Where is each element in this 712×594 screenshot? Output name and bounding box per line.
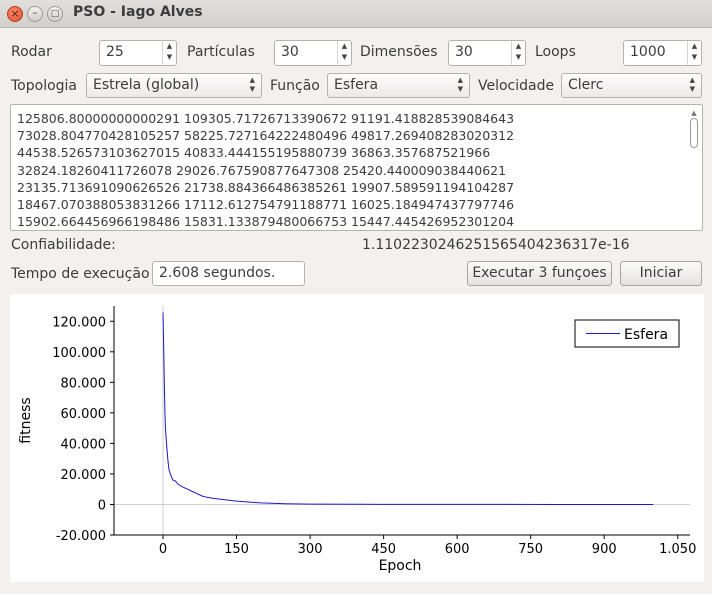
x-tick-label: 150 (224, 542, 249, 557)
spin-arrows-icon[interactable]: ▲ ▼ (162, 41, 176, 65)
x-tick-label: 300 (298, 542, 323, 557)
chevron-updown-icon: ▲ ▼ (457, 76, 463, 93)
x-tick-label: 0 (159, 542, 167, 557)
y-tick-label: 80.000 (61, 376, 107, 391)
output-line: 23135.713691090626526 21738.884366486385… (17, 179, 515, 195)
chevron-updown-icon: ▲ ▼ (249, 76, 255, 93)
loops-label: Loops (535, 44, 576, 60)
iniciar-button[interactable]: Iniciar (620, 261, 702, 286)
minimize-window-button[interactable]: – (27, 6, 43, 22)
output-line: 73028.804770428105257 58225.727164222480… (17, 128, 515, 144)
tempo-field[interactable]: 2.608 segundos. (152, 261, 305, 286)
executar-button[interactable]: Executar 3 funçoes (467, 261, 612, 286)
funcao-label: Função (270, 78, 320, 94)
particulas-label: Partículas (187, 44, 255, 60)
spin-arrows-icon[interactable]: ▲ ▼ (687, 41, 701, 65)
y-tick-label: 40.000 (61, 437, 107, 452)
x-tick-label: 900 (592, 542, 617, 557)
maximize-window-button[interactable]: □ (47, 6, 63, 22)
legend-label: Esfera (624, 327, 668, 343)
loops-spinbox[interactable]: 1000 ▲ ▼ (623, 40, 702, 66)
x-axis-label: Epoch (379, 558, 422, 574)
x-tick-label: 1.050 (659, 542, 696, 557)
y-tick-label: 20.000 (61, 468, 107, 483)
funcao-select[interactable]: Esfera ▲ ▼ (327, 73, 470, 98)
fitness-chart: 0 150 300 450 600 750 900 1.050 -20.000 0 20.000 40… (10, 294, 704, 582)
dimensoes-spinbox[interactable]: 30 ▲ ▼ (448, 40, 526, 66)
y-tick-label: 120.000 (52, 315, 106, 330)
chart-svg: 0 150 300 450 600 750 900 1.050 -20.000 0 20.000 40… (18, 306, 696, 574)
close-window-button[interactable]: × (7, 6, 23, 22)
topologia-select[interactable]: Estrela (global) ▲ ▼ (86, 73, 262, 98)
y-tick-label: 100.000 (52, 346, 106, 361)
output-scrollbar[interactable]: ▲ (688, 109, 700, 227)
series-line-esfera (162, 312, 654, 505)
spin-arrows-icon[interactable]: ▲ ▼ (337, 41, 351, 65)
spin-arrows-icon[interactable]: ▲ ▼ (511, 41, 525, 65)
output-textarea[interactable]: 125806.80000000000291 109305.71726713390… (10, 104, 703, 231)
y-axis-label: fitness (18, 397, 34, 443)
output-line: 18467.070388053831266 17112.612754791188… (17, 197, 515, 213)
y-tick-label: 0 (98, 498, 106, 513)
rodar-label: Rodar (11, 44, 52, 60)
x-tick-label: 750 (518, 542, 543, 557)
confiabilidade-label: Confiabilidade: (11, 237, 116, 253)
x-tick-label: 600 (445, 542, 470, 557)
rodar-spinbox[interactable]: 25 ▲ ▼ (99, 40, 177, 66)
window-title: PSO - Iago Alves (73, 4, 203, 20)
velocidade-select[interactable]: Clerc ▲ ▼ (561, 73, 702, 98)
output-line: 15902.664456966198486 15831.133879480066… (17, 214, 515, 230)
particulas-spinbox[interactable]: 30 ▲ ▼ (274, 40, 352, 66)
confiabilidade-value: 1.1102230246251565404236317e-16 (362, 237, 630, 253)
output-line: 44538.526573103627015 40833.444155195880… (17, 145, 491, 161)
tempo-label: Tempo de execução (11, 266, 150, 282)
output-line: 125806.80000000000291 109305.71726713390… (17, 111, 515, 126)
scrollbar-thumb[interactable] (690, 118, 698, 148)
output-line: 32824.18260411726078 29026.7675908776473… (17, 162, 507, 178)
y-tick-label: -20.000 (56, 529, 106, 544)
topologia-label: Topologia (11, 78, 78, 94)
chevron-updown-icon: ▲ ▼ (689, 76, 695, 93)
velocidade-label: Velocidade (478, 78, 555, 94)
x-tick-label: 450 (371, 542, 396, 557)
title-bar: × – □ PSO - Iago Alves (0, 0, 712, 28)
y-tick-label: 60.000 (61, 407, 107, 422)
scroll-up-icon[interactable]: ▲ (691, 109, 697, 117)
dimensoes-label: Dimensões (360, 44, 438, 60)
